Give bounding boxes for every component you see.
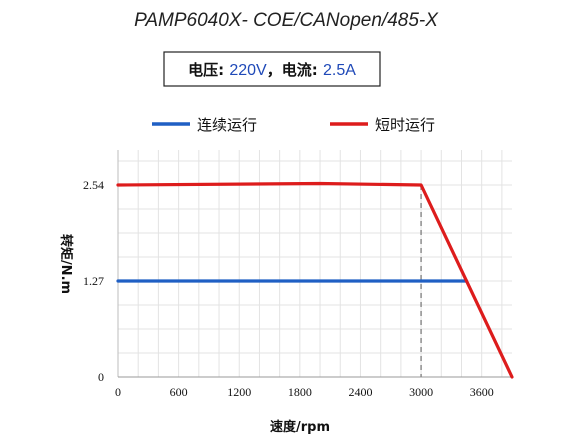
- y-tick-label: 0: [98, 370, 104, 384]
- plot-frame: [117, 150, 512, 378]
- x-axis-label: 速度/rpm: [270, 419, 330, 435]
- voltage-value: 220V: [229, 62, 267, 79]
- x-tick-label: 3000: [409, 385, 433, 399]
- y-tick-label: 1.27: [83, 274, 104, 288]
- spec-box: 电压: 220V，电流: 2.5A: [163, 51, 381, 87]
- series-layer: [116, 181, 514, 379]
- spec-box-frame: [163, 51, 381, 87]
- x-tick-labels: 0 600 1200 1800 2400 3000 3600: [115, 385, 494, 399]
- chart-title: PAMP6040X- COE/CANopen/485-X: [134, 10, 439, 31]
- y-tick-label: 2.54: [83, 178, 104, 192]
- x-tick-label: 1200: [227, 385, 251, 399]
- legend: 连续运行 短时运行: [152, 116, 435, 134]
- spec-line: 电压: 220V，电流: 2.5A: [188, 61, 356, 79]
- x-tick-label: 3600: [470, 385, 494, 399]
- x-tick-label: 1800: [288, 385, 312, 399]
- legend-label-continuous: 连续运行: [197, 116, 257, 134]
- x-tick-label: 2400: [348, 385, 372, 399]
- legend-label-short: 短时运行: [375, 116, 435, 134]
- voltage-label: 电压:: [188, 61, 229, 79]
- current-value: 2.5A: [323, 62, 356, 79]
- current-label: 电流:: [282, 61, 323, 79]
- y-axis-label: 转矩/N.m: [58, 234, 74, 294]
- x-tick-label: 600: [170, 385, 188, 399]
- x-tick-label: 0: [115, 385, 121, 399]
- spec-separator: ，: [267, 61, 282, 79]
- y-tick-labels: 0 1.27 2.54: [83, 178, 104, 384]
- series-line-short-time: [116, 181, 514, 379]
